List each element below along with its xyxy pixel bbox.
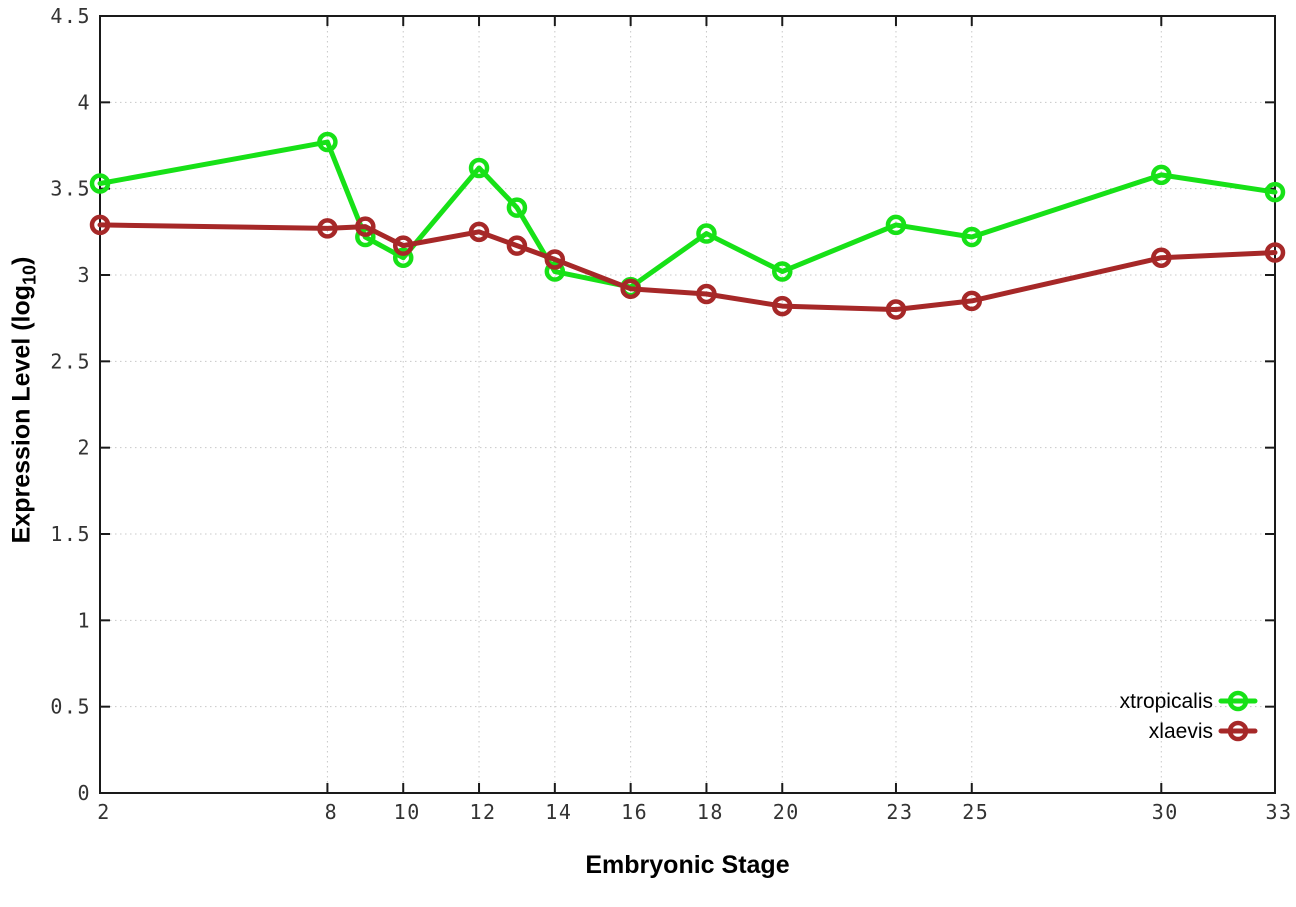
series-xtropicalis-marker (317, 131, 338, 153)
series-xlaevis-marker (1264, 242, 1286, 263)
y-tick-label: 1 (77, 608, 91, 632)
series-xtropicalis-marker (468, 157, 490, 179)
x-tick-label: 2 (97, 800, 111, 824)
x-tick-label: 33 (1265, 800, 1292, 824)
series-xlaevis-marker (544, 249, 566, 270)
x-tick-label: 25 (962, 800, 989, 824)
y-tick-label: 0 (77, 781, 91, 805)
series-xlaevis-marker (506, 235, 528, 256)
x-axis-title: Embryonic Stage (585, 851, 790, 879)
series-xlaevis-marker (885, 299, 907, 320)
series-xlaevis-marker (696, 283, 717, 305)
series-xtropicalis-marker (961, 226, 983, 248)
x-tick-label: 30 (1152, 800, 1179, 824)
series-xlaevis-marker (89, 214, 111, 236)
legend-marker-sample-xtropicalis (1227, 690, 1249, 712)
legend-marker-sample-xlaevis (1227, 720, 1249, 742)
x-tick-label: 16 (621, 800, 648, 824)
series-xlaevis-line (97, 222, 1278, 313)
x-tick-label: 8 (325, 800, 339, 824)
x-tick-label: 18 (697, 800, 724, 824)
series-xtropicalis-marker (392, 247, 414, 268)
y-tick-label: 2.5 (50, 349, 91, 373)
y-tick-label: 4.5 (50, 4, 91, 28)
legend-label-xtropicalis: xtropicalis (1120, 690, 1213, 713)
plot-border (99, 15, 1276, 794)
series-xtropicalis-marker (885, 214, 907, 236)
x-tick-label: 20 (773, 800, 800, 824)
series-xtropicalis-marker (1151, 164, 1172, 186)
series-xtropicalis-marker (506, 197, 528, 218)
series-xtropicalis-line (97, 139, 1278, 290)
series-xlaevis-marker (468, 221, 490, 243)
series-xlaevis-marker (392, 235, 414, 256)
series-xtropicalis-marker (89, 173, 111, 194)
y-axis-title-suffix: ) (7, 256, 36, 265)
series-xtropicalis-marker (544, 261, 566, 282)
series-xlaevis-marker (772, 295, 793, 317)
y-axis-title: Expression Level (log10) (8, 257, 41, 544)
series-xtropicalis-marker (772, 261, 793, 282)
series-xtropicalis-marker (696, 223, 717, 244)
x-tick-label: 10 (394, 800, 421, 824)
y-tick-label: 0.5 (50, 695, 91, 719)
y-tick-label: 2 (77, 436, 91, 460)
y-axis-title-text: Expression Level (log (7, 284, 36, 544)
y-tick-label: 4 (77, 90, 91, 114)
series-xlaevis-marker (355, 216, 376, 237)
x-tick-label: 23 (886, 800, 913, 824)
x-tick-label: 12 (469, 800, 496, 824)
x-tick-label: 14 (545, 800, 572, 824)
y-tick-label: 3.5 (50, 177, 91, 201)
y-axis-title-subscript: 10 (19, 264, 40, 285)
y-tick-label: 3 (77, 263, 91, 287)
series-xlaevis-marker (1151, 247, 1172, 268)
series-xlaevis-marker (961, 290, 983, 312)
series-xlaevis-marker (620, 278, 641, 300)
series-xtropicalis-marker (1264, 181, 1286, 203)
y-tick-label: 1.5 (50, 522, 91, 546)
legend-label-xlaevis: xlaevis (1149, 720, 1213, 743)
series-xlaevis-marker (317, 218, 338, 239)
